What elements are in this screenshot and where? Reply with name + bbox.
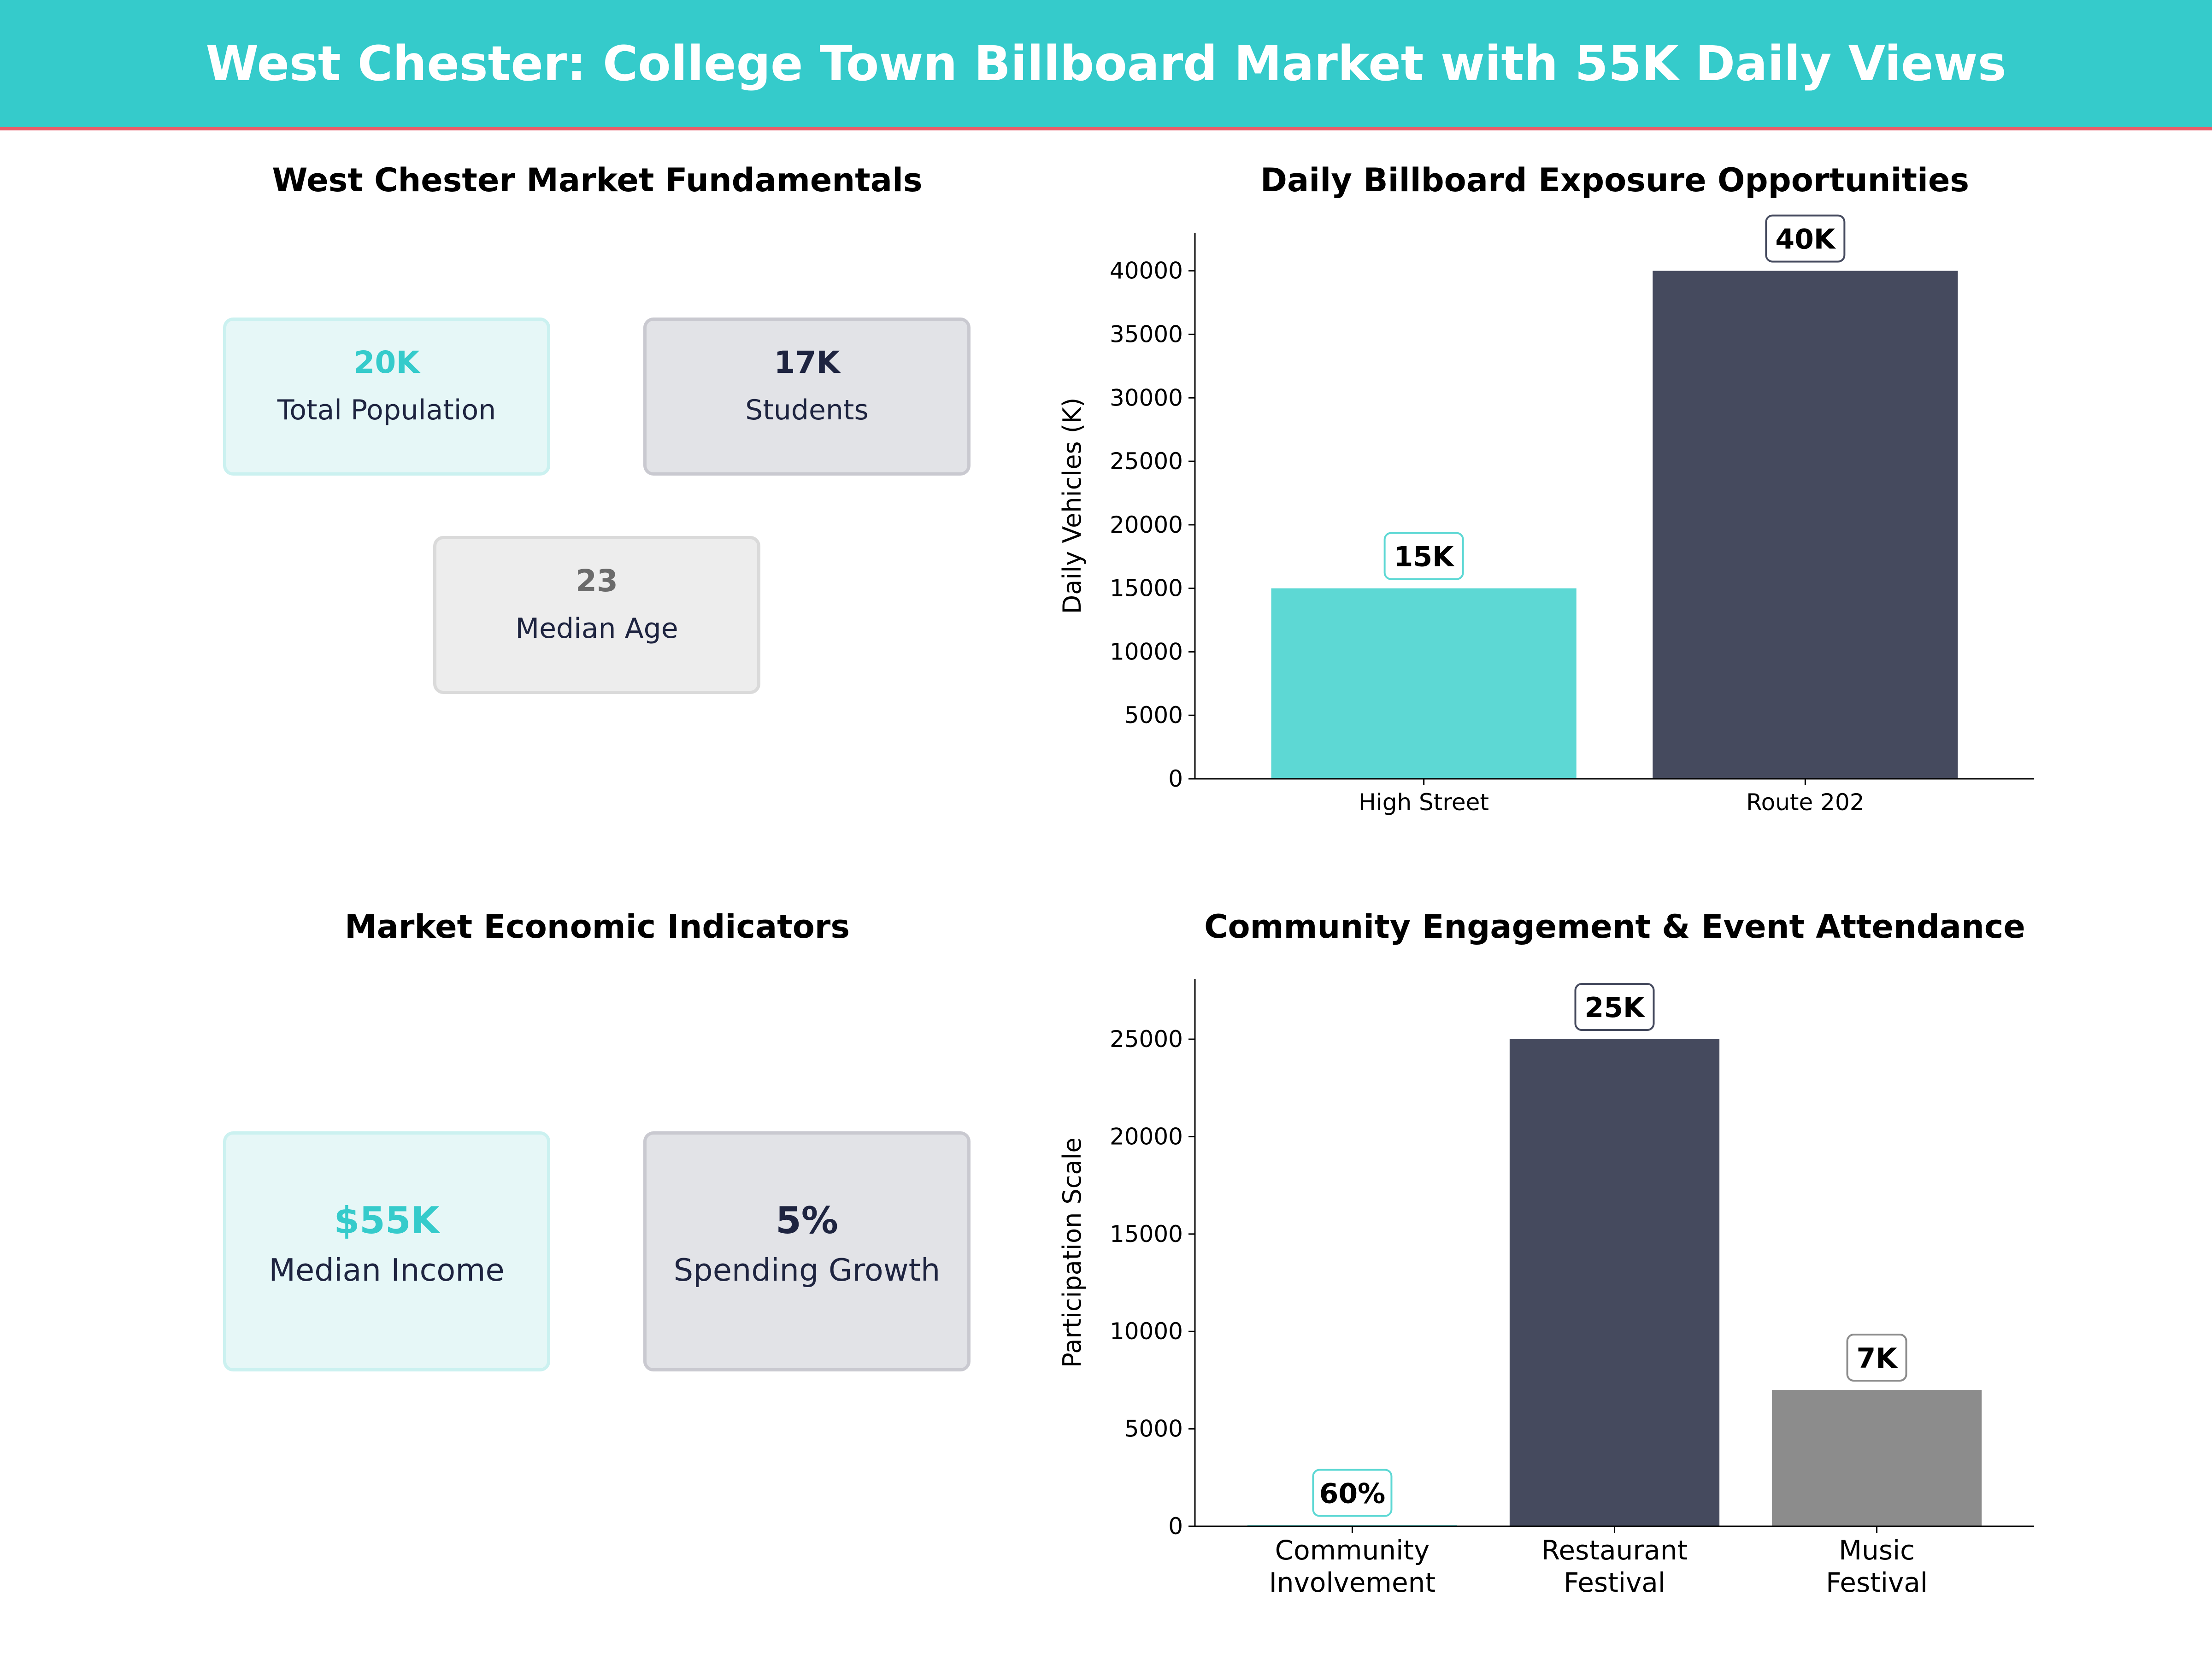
chart-0: 15K High Street 40K Route 202 0 5000 10000 1500…: [1058, 214, 2034, 816]
bar: [1509, 1039, 1720, 1526]
y-tick-label: 20000: [1110, 512, 1183, 538]
economic-title: Market Economic Indicators: [345, 908, 850, 946]
x-tick-label: Festival: [1826, 1567, 1928, 1598]
fundamentals-title: West Chester Market Fundamentals: [272, 161, 923, 199]
x-tick-label: Route 202: [1746, 789, 1864, 816]
population-card: 20K Total Population: [223, 318, 550, 476]
data-label: 7K: [1856, 1342, 1898, 1375]
y-tick-label: 10000: [1110, 638, 1183, 665]
students-label: Students: [745, 394, 869, 426]
median-income-card: $55K Median Income: [223, 1131, 550, 1371]
data-label-box: [1765, 214, 1846, 263]
page-title: West Chester: College Town Billboard Mar…: [206, 35, 2006, 92]
y-axis-label: Participation Scale: [1058, 1137, 1087, 1368]
y-tick-label: 15000: [1110, 575, 1183, 602]
x-tick-label: High Street: [1359, 789, 1489, 816]
y-tick-label: 5000: [1124, 702, 1183, 729]
x-tick-label: Restaurant: [1541, 1535, 1688, 1566]
spending-growth-value: 5%: [776, 1199, 838, 1242]
bar: [1271, 588, 1577, 779]
spending-growth-card: 5% Spending Growth: [643, 1131, 971, 1371]
y-tick-label: 35000: [1110, 321, 1183, 347]
y-tick-label: 15000: [1110, 1221, 1183, 1247]
data-label-box: [1383, 532, 1464, 580]
population-label: Total Population: [277, 394, 496, 426]
bar: [1771, 1390, 1982, 1526]
data-label-box: [1846, 1334, 1907, 1382]
y-tick-label: 20000: [1110, 1123, 1183, 1150]
median-income-label: Median Income: [269, 1252, 505, 1288]
y-axis-label: Daily Vehicles (K): [1058, 398, 1087, 614]
y-tick-label: 30000: [1110, 384, 1183, 411]
x-tick-label: Community: [1275, 1535, 1430, 1566]
data-label: 40K: [1775, 224, 1836, 256]
x-tick-label: Music: [1839, 1535, 1915, 1566]
spending-growth-label: Spending Growth: [673, 1252, 941, 1288]
students-value: 17K: [774, 345, 840, 380]
header-banner: West Chester: College Town Billboard Mar…: [0, 0, 2212, 130]
y-tick-label: 0: [1168, 765, 1183, 792]
chart-1: 60%CommunityInvolvement25KRestaurantFest…: [1058, 979, 2034, 1598]
y-tick-label: 40000: [1110, 258, 1183, 284]
y-tick-label: 25000: [1110, 448, 1183, 475]
population-value: 20K: [353, 345, 420, 380]
data-label-box: [1574, 983, 1655, 1031]
engagement-chart-title: Community Engagement & Event Attendance: [1204, 908, 2025, 946]
data-label: 15K: [1394, 541, 1455, 573]
students-card: 17K Students: [643, 318, 971, 476]
x-tick-label: Involvement: [1269, 1567, 1435, 1598]
data-label: 25K: [1585, 992, 1646, 1024]
exposure-chart-title: Daily Billboard Exposure Opportunities: [1260, 161, 1970, 199]
median-age-value: 23: [576, 563, 618, 599]
x-tick-label: Festival: [1564, 1567, 1665, 1598]
median-income-value: $55K: [334, 1199, 440, 1242]
y-tick-label: 0: [1168, 1513, 1183, 1540]
y-tick-label: 10000: [1110, 1318, 1183, 1345]
data-label-box: [1312, 1469, 1393, 1517]
y-tick-label: 25000: [1110, 1026, 1183, 1053]
median-age-label: Median Age: [515, 612, 678, 645]
data-label: 60%: [1319, 1477, 1386, 1510]
median-age-card: 23 Median Age: [433, 536, 760, 694]
bar: [1653, 271, 1958, 779]
y-tick-label: 5000: [1124, 1416, 1183, 1442]
